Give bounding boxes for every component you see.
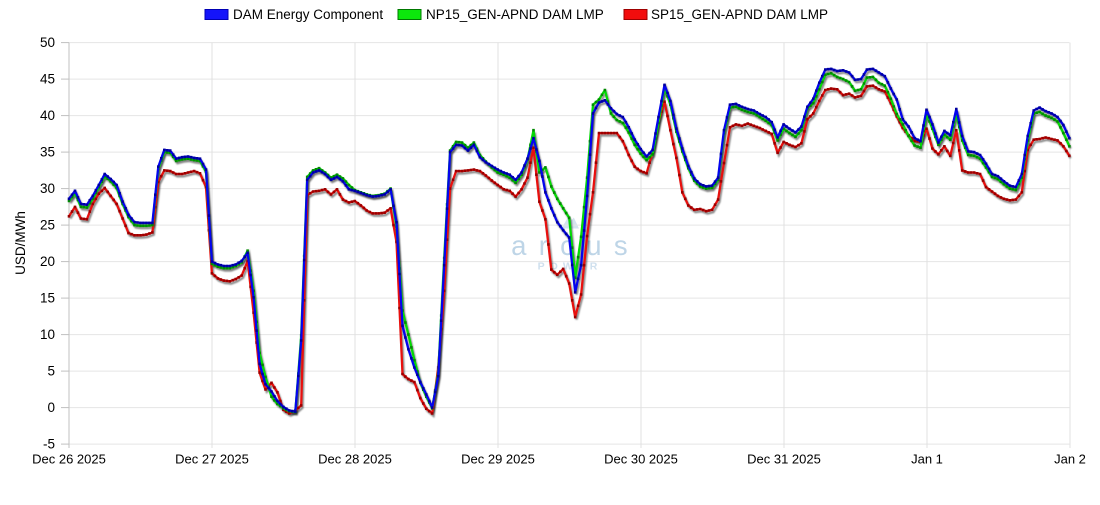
svg-text:Dec 31 2025: Dec 31 2025 [747, 452, 821, 467]
svg-text:Dec 27 2025: Dec 27 2025 [175, 452, 249, 467]
svg-text:Dec 28 2025: Dec 28 2025 [318, 452, 392, 467]
svg-text:POWER: POWER [538, 261, 603, 273]
svg-text:Dec 29 2025: Dec 29 2025 [461, 452, 535, 467]
svg-text:50: 50 [40, 35, 55, 50]
svg-text:20: 20 [40, 254, 55, 269]
svg-text:Dec 30 2025: Dec 30 2025 [604, 452, 678, 467]
svg-text:Jan 2: Jan 2 [1054, 452, 1086, 467]
svg-text:45: 45 [40, 72, 55, 87]
svg-text:Dec 26 2025: Dec 26 2025 [32, 452, 106, 467]
svg-text:25: 25 [40, 218, 55, 233]
svg-text:30: 30 [40, 181, 55, 196]
svg-text:5: 5 [47, 364, 55, 379]
svg-text:USD/MWh: USD/MWh [13, 211, 28, 275]
svg-text:DAM Energy Component: DAM Energy Component [233, 7, 383, 22]
svg-text:10: 10 [40, 327, 55, 342]
svg-text:0: 0 [47, 400, 55, 415]
svg-text:-5: -5 [43, 437, 55, 452]
svg-text:15: 15 [40, 291, 55, 306]
svg-text:40: 40 [40, 108, 55, 123]
svg-text:NP15_GEN-APND DAM LMP: NP15_GEN-APND DAM LMP [426, 7, 604, 22]
svg-text:35: 35 [40, 145, 55, 160]
svg-text:Jan 1: Jan 1 [911, 452, 943, 467]
svg-text:arcus: arcus [511, 230, 640, 261]
svg-text:SP15_GEN-APND DAM LMP: SP15_GEN-APND DAM LMP [651, 7, 828, 22]
